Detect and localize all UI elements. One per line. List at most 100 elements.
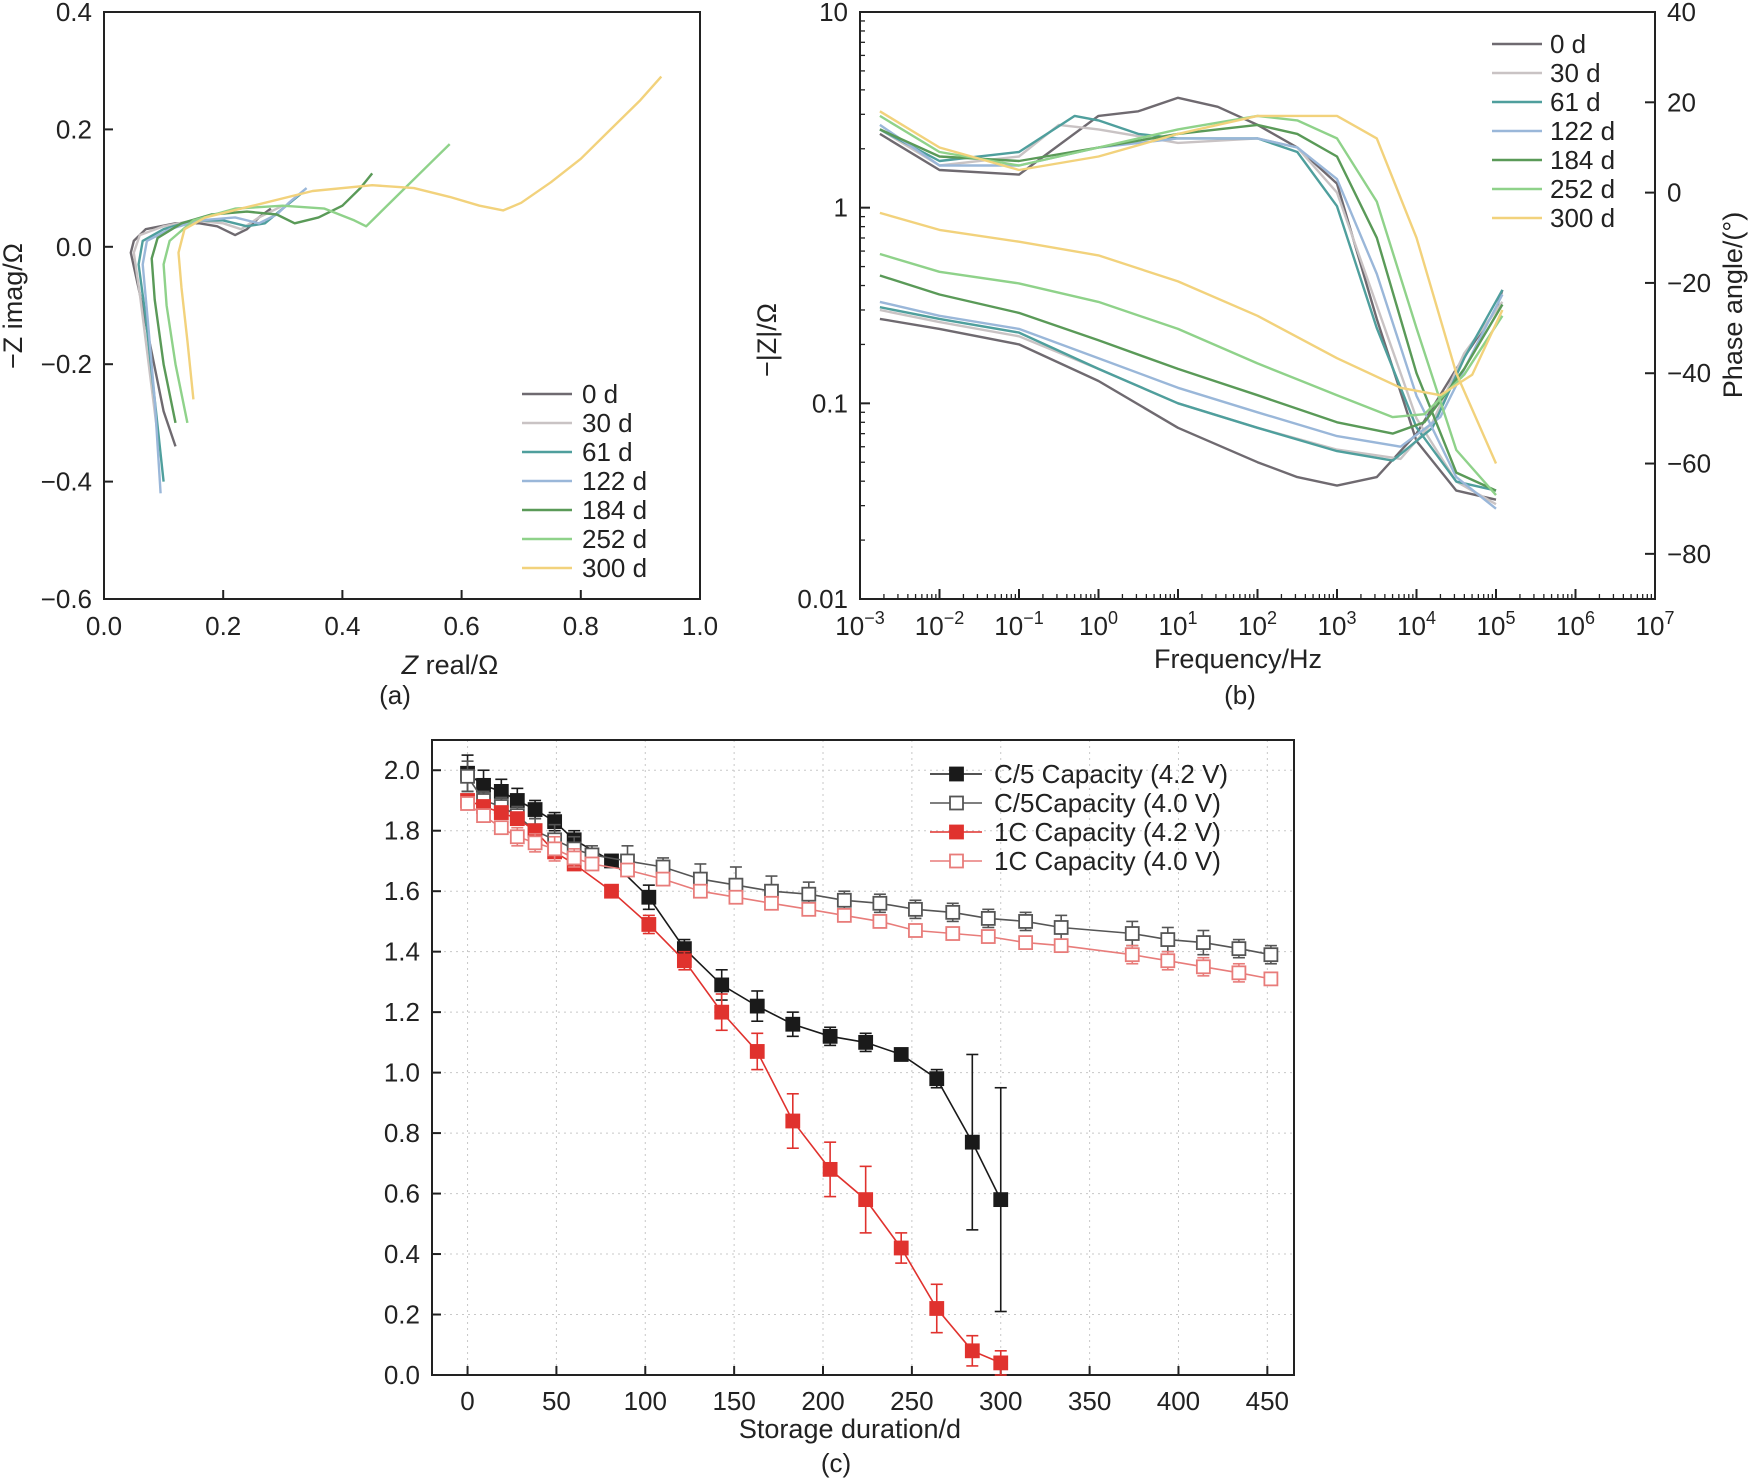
panel-c-data-marker [908, 923, 923, 938]
panel-b-impedance-line-5 [879, 252, 1504, 419]
panel-c-data-marker [1124, 947, 1140, 963]
panel-a-x-axis-label: Z real/Ω [401, 650, 499, 680]
panel-c-data-marker [692, 871, 708, 887]
panel-c-y-tick-label: 0.0 [384, 1360, 420, 1390]
panel-c-data-marker [493, 805, 509, 820]
panel-a-caption: (a) [379, 680, 411, 710]
panel-a-series-line-6 [177, 75, 663, 400]
panel-b-y2-tick-label: 0 [1667, 178, 1681, 208]
panel-a-x-tick-label: 0.2 [205, 611, 241, 641]
panel-b-legend-label: 300 d [1550, 203, 1615, 233]
panel-b-legend-label: 0 d [1550, 29, 1586, 59]
panel-b-phase-line-0 [879, 96, 1497, 501]
panel-b-phase-line-4 [879, 123, 1497, 492]
panel-c-data-marker [692, 883, 708, 899]
panel-a-legend-label: 252 d [582, 524, 647, 554]
panel-a-x-tick-label: 0.6 [444, 611, 480, 641]
panel-c-data-marker [714, 1004, 730, 1020]
panel-c-data-marker [980, 929, 996, 944]
panel-c-x-tick-label: 250 [890, 1386, 933, 1416]
panel-c-data-marker [1195, 935, 1211, 950]
panel-b-legend-label: 252 d [1550, 174, 1615, 204]
panel-c-data-marker [1263, 971, 1279, 987]
panel-c-frame [431, 739, 1295, 1376]
panel-c-y-tick-label: 0.2 [384, 1300, 420, 1330]
panel-c-legend-label: 1C Capacity (4.2 V) [994, 817, 1221, 847]
panel-c-data-marker [1053, 920, 1069, 935]
panel-c-x-tick-label: 150 [712, 1386, 755, 1416]
panel-c-data-marker [493, 820, 509, 836]
panel-c-y-tick-label: 1.8 [384, 816, 420, 846]
panel-b-y2-tick-label: 20 [1667, 87, 1696, 117]
panel-c-data-marker [714, 977, 730, 993]
panel-b-impedance-line-3 [879, 293, 1504, 448]
panel-a-y-tick-label: 0.4 [56, 0, 92, 27]
panel-c-data-marker [980, 911, 996, 926]
panel-c-data-marker [527, 835, 543, 851]
panel-c-capacity-plot: 0 50 100 150 200 250 300 350 400 450 0.0 0.2 0.4 0.6 0… [384, 739, 1295, 1478]
panel-b-legend-label: 122 d [1550, 116, 1615, 146]
panel-c-x-tick-label: 450 [1246, 1386, 1289, 1416]
panel-c-data-marker [749, 998, 765, 1014]
panel-c-data-marker [728, 877, 744, 893]
panel-b-legend-label: 30 d [1550, 58, 1601, 88]
panel-c-data-marker [493, 784, 509, 799]
panel-c-data-marker [584, 856, 600, 872]
panel-b-y2-tick-label: −80 [1667, 539, 1711, 569]
panel-c-caption: (c) [821, 1448, 851, 1478]
panel-b-y-tick-label: 0.01 [797, 584, 848, 614]
panel-c-data-marker [893, 1047, 909, 1062]
panel-b-caption: (b) [1224, 680, 1256, 710]
panel-b-legend-label: 61 d [1550, 87, 1601, 117]
panel-a-series-line-0 [129, 207, 272, 447]
panel-c-x-tick-label: 200 [801, 1386, 844, 1416]
panel-a-series-line-5 [162, 143, 451, 424]
panel-a-y-tick-label: 0.2 [56, 114, 92, 144]
panel-b-y-tick-label: 1 [834, 193, 848, 223]
panel-c-data-marker [945, 904, 961, 920]
panel-c-data-marker [604, 853, 619, 869]
panel-b-y2-axis-label: Phase angle/(°) [1718, 212, 1748, 398]
panel-b-x-tick-label: 102 [1238, 608, 1277, 641]
panel-a-legend-label: 122 d [582, 466, 647, 496]
panel-c-data-marker [1053, 938, 1069, 954]
panel-c-data-marker [764, 895, 779, 911]
panel-c-legend-marker [949, 766, 964, 782]
panel-a-x-tick-label: 0.8 [563, 611, 599, 641]
panel-c-data-marker [993, 1355, 1009, 1371]
panel-c-data-marker [547, 841, 563, 857]
panel-a-nyquist-plot: 0.0 0.2 0.4 0.6 0.8 1.0−0.6−0.4−0.20.00.20.4 … [0, 0, 718, 710]
panel-c-data-marker [1263, 947, 1279, 963]
panel-b-x-tick-label: 104 [1397, 608, 1436, 641]
panel-c-y-tick-label: 0.8 [384, 1118, 420, 1148]
panel-c-y-tick-label: 0.4 [384, 1239, 420, 1269]
panel-a-series-line-4 [150, 172, 374, 424]
panel-c-data-marker [1160, 953, 1176, 969]
panel-c-y-tick-label: 2.0 [384, 755, 420, 785]
panel-c-x-tick-label: 100 [624, 1386, 667, 1416]
panel-b-phase-line-5 [879, 114, 1497, 496]
panel-c-data-marker [801, 901, 817, 917]
panel-c-data-marker [655, 859, 671, 875]
panel-b-y-axis-label: −|Z|/Ω [752, 303, 782, 377]
panel-b-legend-label: 184 d [1550, 145, 1615, 175]
panel-b-x-axis-label: Frequency/Hz [1154, 644, 1322, 674]
panel-c-data-marker [964, 1343, 980, 1359]
panel-c-data-marker [1195, 959, 1211, 975]
panel-c-data-marker [1160, 932, 1176, 947]
panel-b-x-tick-label: 10−3 [835, 608, 884, 641]
panel-a-x-tick-label: 0.0 [86, 611, 122, 641]
panel-b-x-tick-label: 101 [1159, 608, 1198, 641]
panel-b-impedance-line-0 [879, 289, 1504, 487]
panel-c-data-marker [872, 914, 888, 929]
panel-c-data-marker [749, 1044, 765, 1059]
panel-b-y-tick-label: 10 [819, 0, 848, 27]
panel-a-x-tick-label: 1.0 [682, 611, 718, 641]
panel-b-y2-tick-label: 40 [1667, 0, 1696, 27]
panel-c-data-marker [822, 1028, 838, 1044]
panel-c-data-marker [620, 862, 635, 878]
panel-c-data-marker [641, 889, 657, 905]
panel-c-data-marker [460, 768, 475, 784]
panel-c-data-marker [929, 1301, 945, 1316]
panel-a-y-tick-label: 0.0 [56, 232, 92, 262]
